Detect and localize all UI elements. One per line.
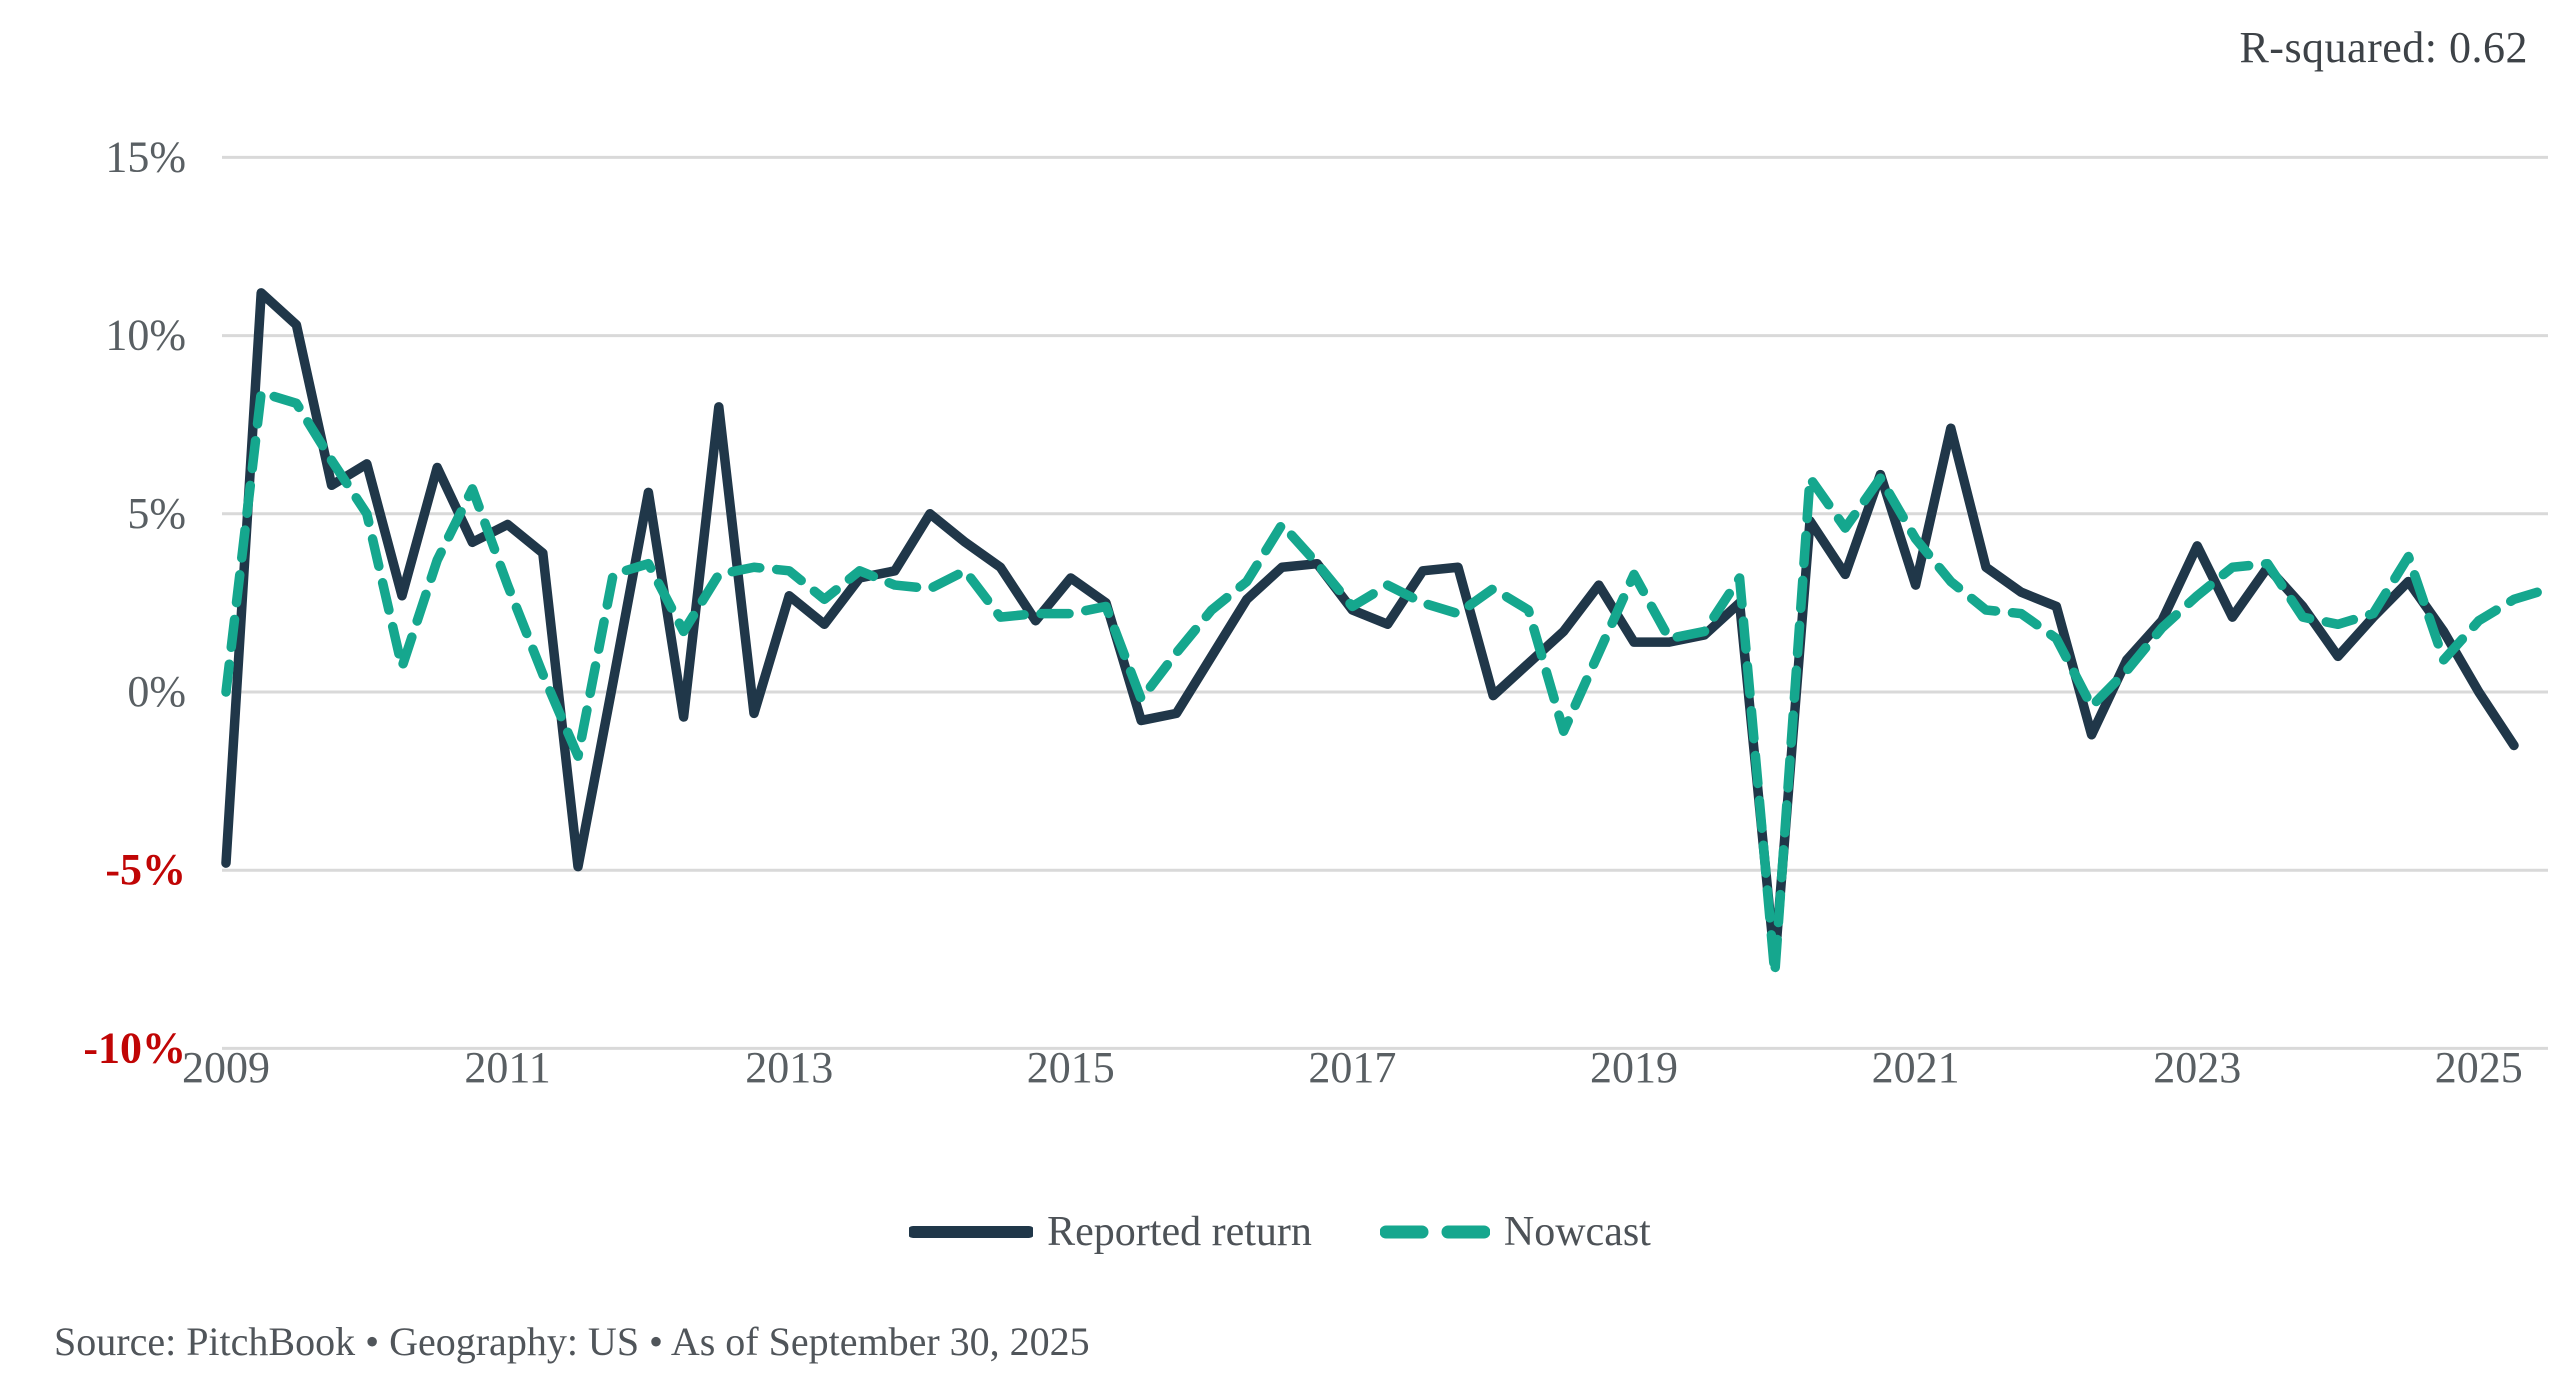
series-line-nowcast [221,387,2554,979]
x-tick-2011: 2011 [464,1043,550,1092]
series-lines [221,288,2554,979]
y-tick-0%: 0% [127,667,186,716]
y-tick-15%: 15% [105,132,186,181]
legend-item-nowcast: Nowcast [1379,1208,1651,1256]
x-tick-2017: 2017 [1308,1043,1396,1092]
r-squared-annotation: R-squared: 0.62 [2239,23,2528,72]
y-tick--5%: -5% [105,845,186,894]
legend-item-reported-return: Reported return [909,1208,1312,1256]
y-tick-10%: 10% [105,311,186,360]
source-attribution: Source: PitchBook • Geography: US • As o… [54,1319,1090,1364]
x-tick-2025: 2025 [2435,1043,2523,1092]
y-axis-tick-labels: 15% 10% 5% 0% -5% -10% [83,132,186,1072]
legend-label-reported-return: Reported return [1047,1209,1312,1255]
x-tick-2013: 2013 [745,1043,833,1092]
gridlines [222,155,2548,1050]
x-tick-2015: 2015 [1027,1043,1115,1092]
nowcast-dashed-line-swatch [1379,1225,1490,1239]
legend-label-nowcast: Nowcast [1503,1209,1651,1255]
x-axis-tick-labels: 2009 2011 2013 2015 2017 2019 2021 2023 2025 [182,1043,2523,1092]
reported-return-line-swatch [909,1226,1034,1238]
chart-legend: Reported return Nowcast [0,1208,2560,1256]
series-line-reported-return [221,288,2519,968]
x-tick-2021: 2021 [1872,1043,1960,1092]
y-tick--10%: -10% [83,1023,186,1072]
x-tick-2019: 2019 [1590,1043,1678,1092]
x-tick-2023: 2023 [2153,1043,2241,1092]
y-tick-5%: 5% [127,489,186,538]
x-tick-2009: 2009 [182,1043,270,1092]
